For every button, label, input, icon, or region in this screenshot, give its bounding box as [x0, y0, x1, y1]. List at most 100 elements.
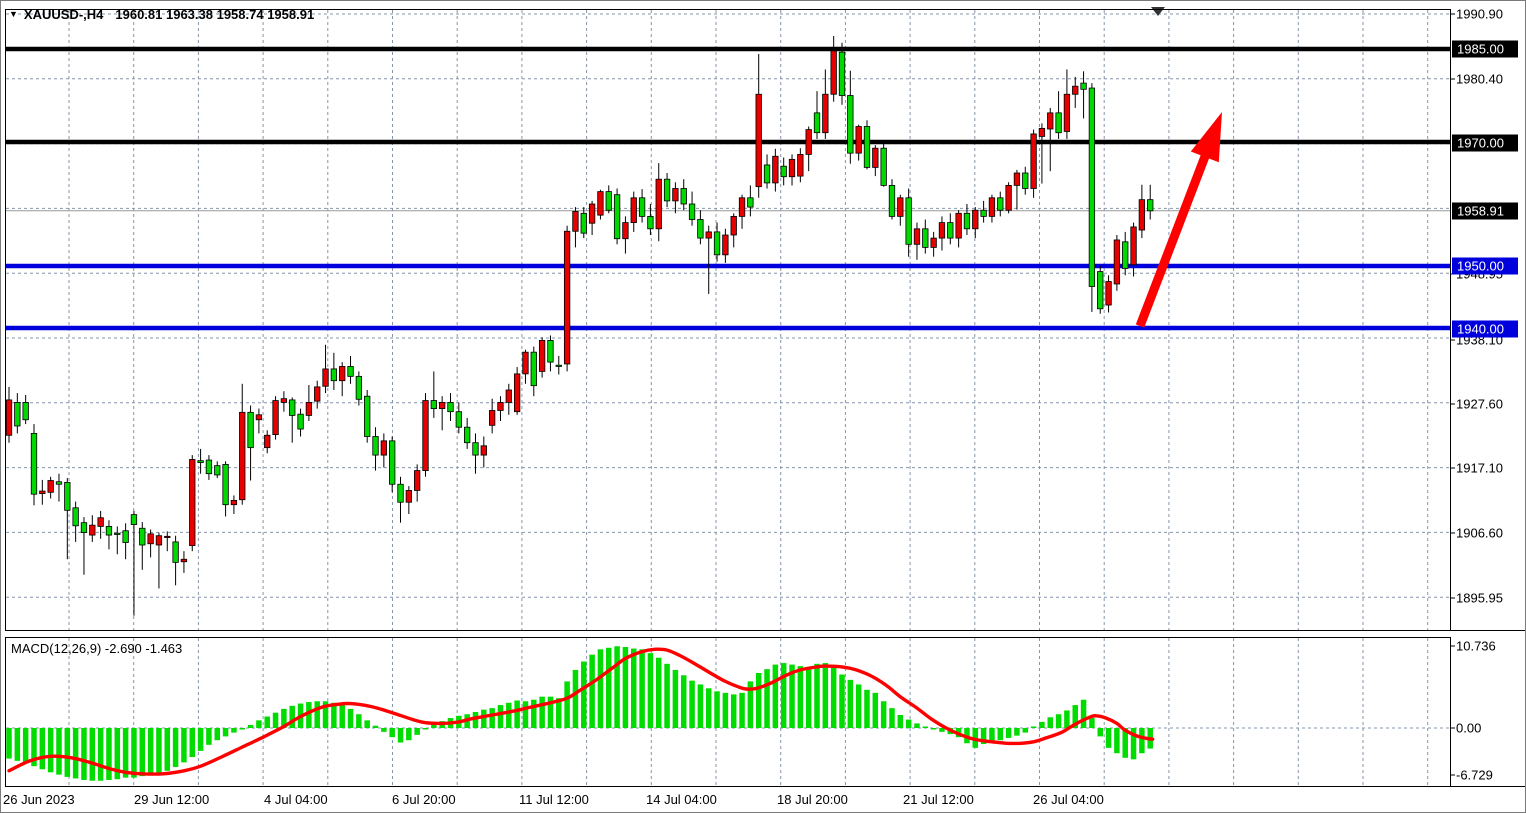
- time-axis-label[interactable]: 14 Jul 04:00: [646, 792, 717, 807]
- macd-histogram-bar: [1139, 728, 1145, 754]
- macd-histogram-bar: [672, 669, 679, 728]
- macd-histogram-bar: [1089, 718, 1095, 728]
- macd-histogram-bar: [222, 728, 229, 737]
- candle-body: [447, 401, 454, 413]
- macd-histogram-bar: [489, 708, 495, 728]
- time-axis-label[interactable]: 26 Jun 2023: [3, 792, 75, 807]
- trend-arrow-shaft[interactable]: [1135, 149, 1212, 328]
- candle-body: [622, 222, 629, 240]
- candle-body: [430, 400, 437, 410]
- price-axis-label: 1980.40: [1456, 71, 1503, 87]
- candle-body: [463, 426, 471, 444]
- time-axis-label[interactable]: 18 Jul 20:00: [777, 792, 848, 807]
- macd-histogram-bar: [722, 692, 729, 728]
- macd-histogram-bar: [189, 728, 196, 758]
- trend-arrow-head[interactable]: [1190, 112, 1222, 163]
- candle-body: [505, 389, 512, 403]
- candle-body: [938, 222, 946, 239]
- candle-body: [605, 191, 612, 211]
- candle-body: [822, 93, 829, 134]
- time-axis-label[interactable]: 29 Jun 12:00: [134, 792, 210, 807]
- macd-histogram-bar: [81, 728, 87, 780]
- candle-body: [139, 527, 146, 546]
- candle-body: [1072, 85, 1079, 95]
- macd-histogram-bar: [531, 699, 537, 728]
- symbol-dropdown-icon[interactable]: ▼: [9, 8, 18, 19]
- macd-histogram-bar: [131, 728, 137, 778]
- candle-body: [988, 197, 996, 217]
- macd-histogram-bar: [830, 667, 837, 728]
- macd-histogram-bar: [1030, 726, 1037, 728]
- candle-body: [838, 51, 846, 96]
- macd-histogram-bar: [364, 720, 370, 728]
- candle-body: [14, 401, 21, 427]
- macd-axis-label: -6.729: [1456, 767, 1493, 783]
- candle-body: [122, 530, 129, 543]
- macd-histogram-bar: [497, 705, 504, 728]
- candle-body: [214, 465, 221, 476]
- candle-body: [180, 558, 188, 563]
- macd-histogram-bar: [97, 728, 104, 781]
- macd-histogram-bar: [339, 705, 345, 728]
- macd-histogram-bar: [1055, 714, 1062, 728]
- macd-histogram-bar: [106, 728, 112, 780]
- price-axis-label: 1927.60: [1456, 396, 1503, 412]
- macd-histogram-bar: [214, 728, 220, 741]
- macd-histogram-bar: [264, 716, 270, 728]
- candle-body: [189, 459, 196, 547]
- candle-body: [397, 483, 404, 503]
- time-axis-label[interactable]: 11 Jul 12:00: [519, 792, 589, 807]
- macd-histogram-bar: [772, 664, 779, 728]
- macd-histogram-bar: [556, 698, 562, 728]
- macd-histogram-bar: [389, 728, 395, 738]
- macd-histogram-bar: [606, 647, 612, 728]
- candle-body: [347, 366, 354, 377]
- chart-shift-marker-icon[interactable]: [1151, 7, 1165, 16]
- candle-body: [863, 126, 871, 168]
- macd-histogram-bar: [139, 728, 146, 777]
- macd-histogram-bar: [1047, 717, 1053, 728]
- macd-histogram-bar: [114, 728, 121, 780]
- candle-body: [1005, 184, 1012, 211]
- macd-histogram-bar: [897, 715, 904, 728]
- macd-histogram-bar: [680, 675, 687, 728]
- macd-histogram-bar: [22, 728, 29, 764]
- macd-histogram-bar: [381, 728, 387, 732]
- time-axis-label[interactable]: 21 Jul 12:00: [903, 792, 974, 807]
- macd-histogram-bar: [289, 705, 295, 728]
- macd-histogram-bar: [1005, 728, 1012, 738]
- time-axis-label[interactable]: 4 Jul 04:00: [264, 792, 328, 807]
- macd-histogram-bar: [889, 708, 895, 728]
- time-axis-label[interactable]: 26 Jul 04:00: [1033, 792, 1104, 807]
- macd-histogram-bar: [739, 692, 745, 728]
- macd-histogram-bar: [764, 669, 770, 728]
- candle-body: [1138, 199, 1146, 231]
- candle-body: [872, 147, 879, 168]
- time-axis-label[interactable]: 6 Jul 20:00: [392, 792, 456, 807]
- candle-body: [547, 339, 554, 363]
- macd-histogram-bar: [1014, 728, 1020, 736]
- candle-body: [47, 480, 54, 493]
- macd-histogram-bar: [922, 726, 929, 728]
- macd-histogram-bar: [1080, 699, 1087, 728]
- candle-body: [422, 400, 429, 472]
- macd-histogram-bar: [864, 689, 870, 728]
- macd-histogram-bar: [1122, 728, 1128, 758]
- candle-body: [339, 366, 346, 382]
- candle-body: [1130, 226, 1137, 266]
- candle-body: [930, 237, 937, 248]
- candle-body: [813, 112, 821, 134]
- macd-histogram-bar: [406, 728, 412, 741]
- candle-body: [997, 197, 1004, 211]
- macd-histogram-bar: [356, 714, 362, 728]
- candle-body: [1055, 112, 1062, 134]
- price-axis-label: 1895.95: [1456, 590, 1503, 606]
- candle-body: [530, 351, 537, 387]
- candle-body: [147, 533, 154, 545]
- candle-body: [488, 410, 496, 426]
- macd-histogram-bar: [797, 666, 804, 728]
- price-axis-badge: 1950.00: [1452, 257, 1518, 275]
- macd-histogram-bar: [597, 649, 604, 728]
